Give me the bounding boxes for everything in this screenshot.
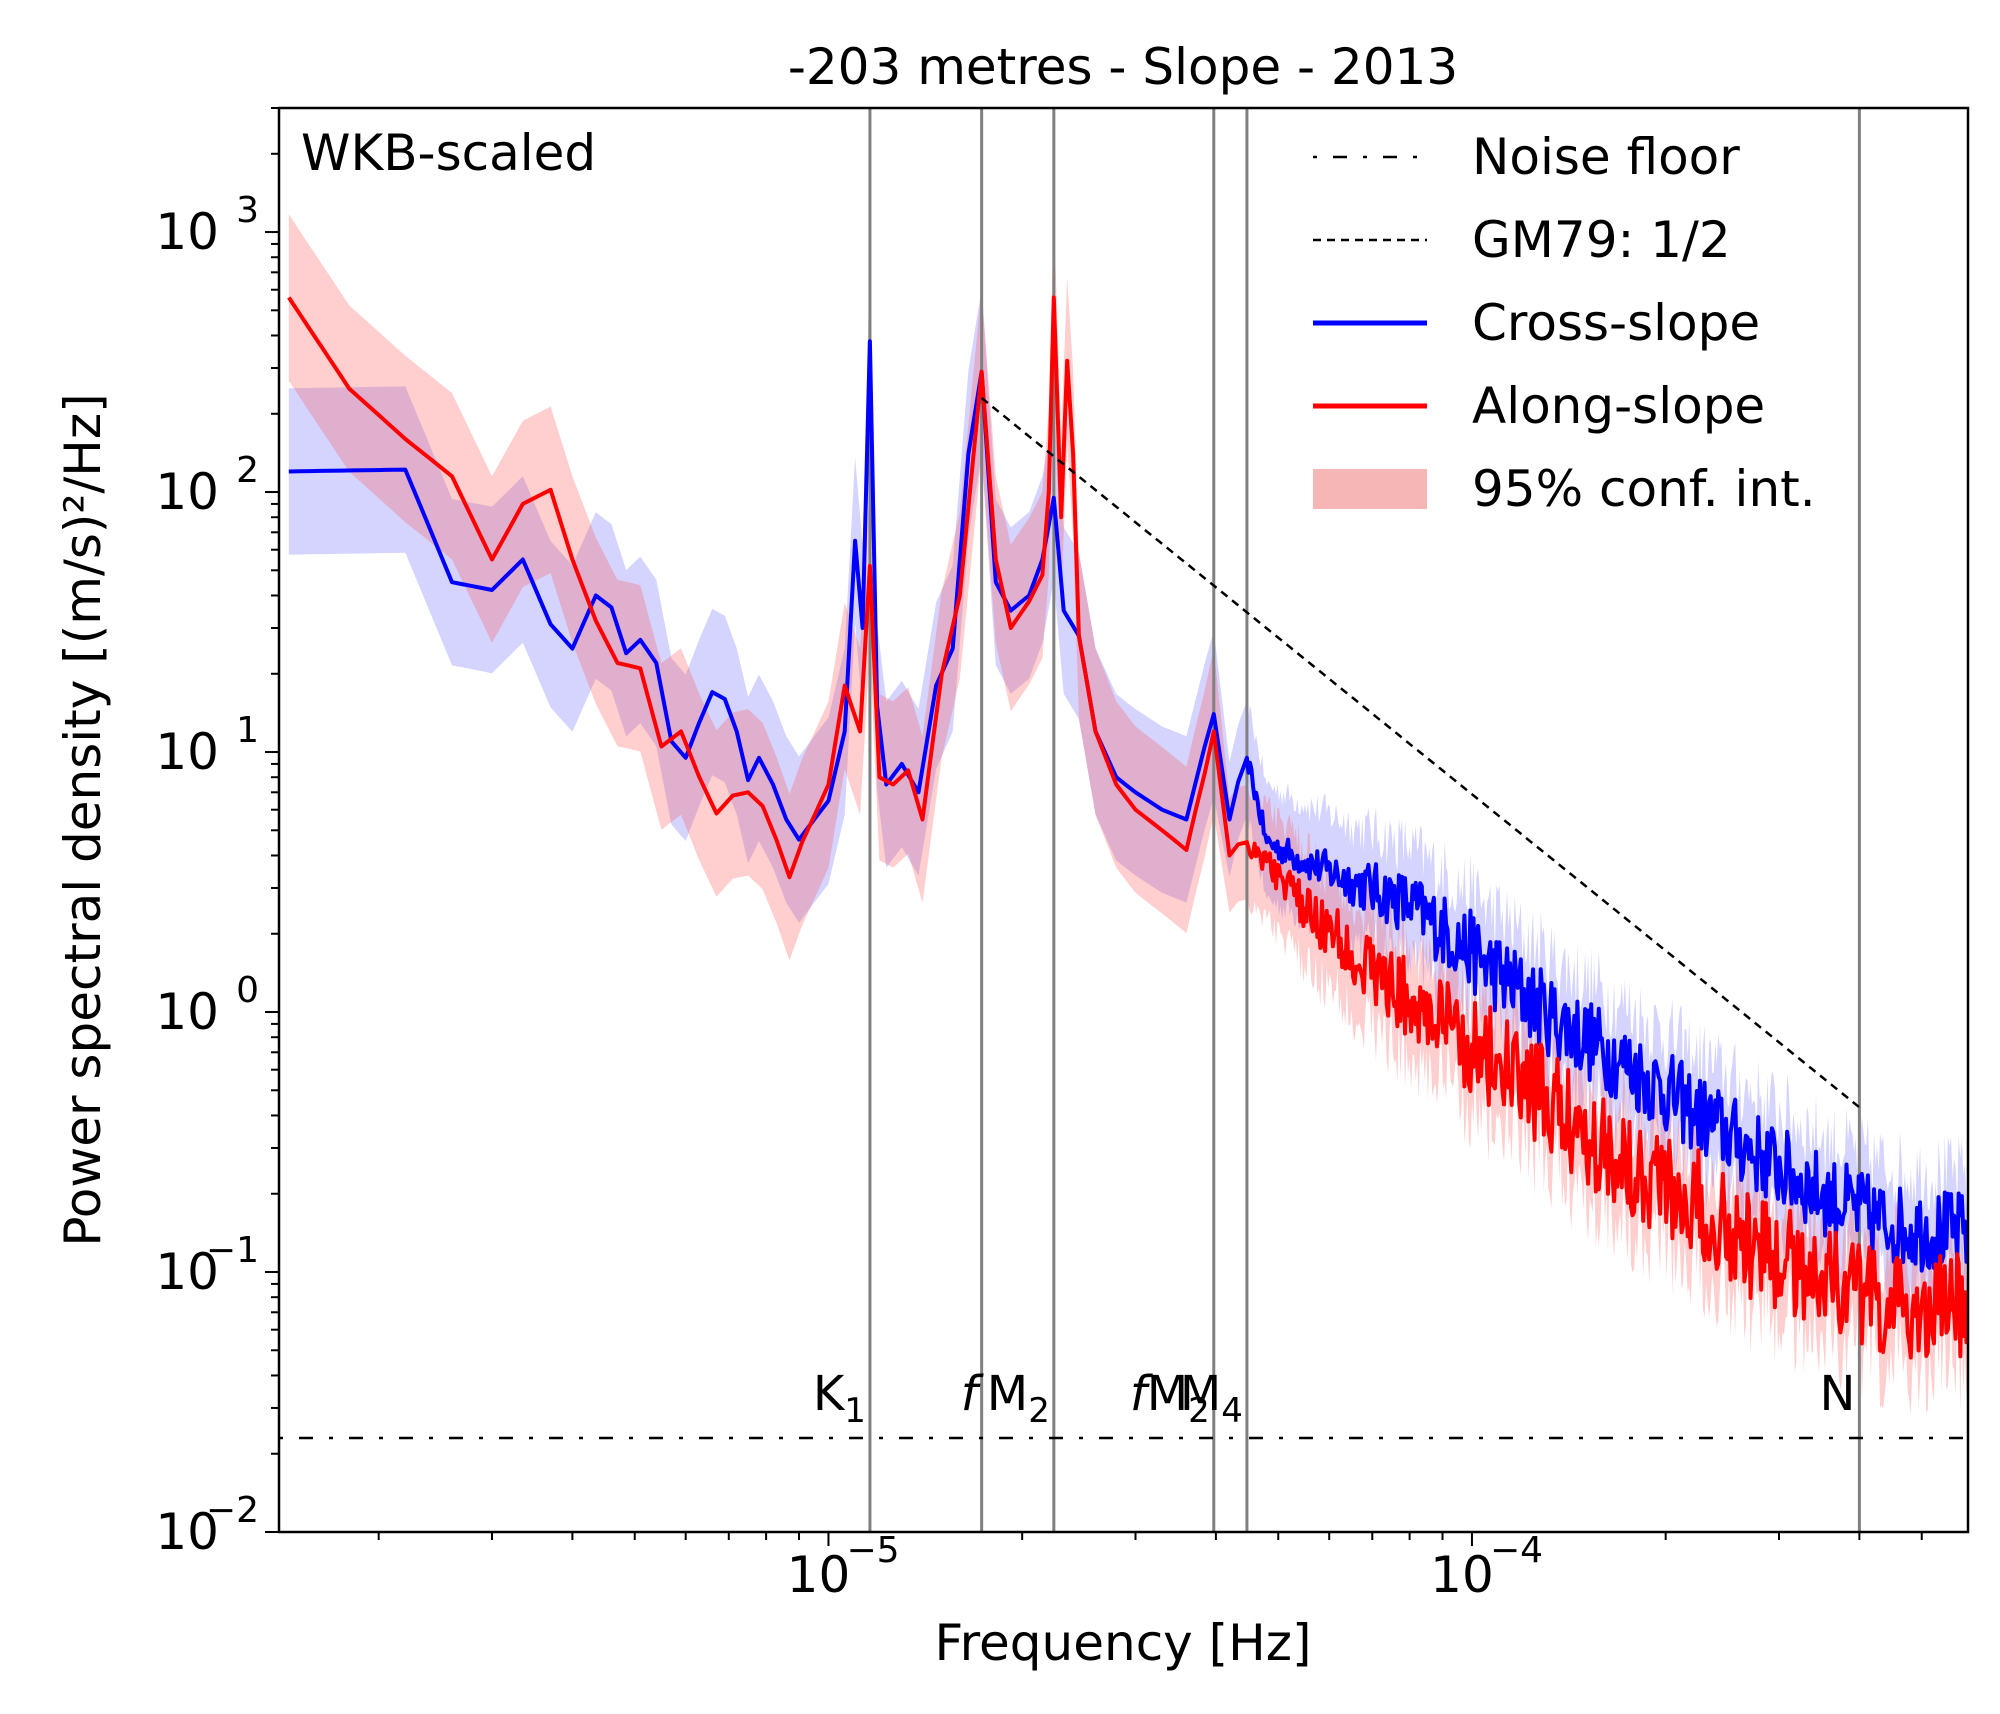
legend-label-0: Noise floor <box>1472 128 1740 186</box>
y-tick-label: 10 <box>155 463 219 521</box>
y-tick-exponent: −2 <box>206 1490 259 1531</box>
annotation-text: WKB-scaled <box>301 124 596 182</box>
vline-label-m4: M4 <box>1180 1366 1243 1431</box>
y-tick-exponent: −1 <box>206 1230 259 1271</box>
y-tick-label: 10 <box>155 983 219 1041</box>
legend-swatch-conf-int <box>1313 469 1427 509</box>
y-tick-label: 10 <box>155 1243 219 1301</box>
y-tick-exponent: 3 <box>236 190 259 231</box>
y-tick-exponent: 0 <box>236 970 259 1011</box>
y-tick-exponent: 2 <box>236 450 259 491</box>
x-tick-exponent: −4 <box>1490 1530 1543 1571</box>
plot-frame <box>277 106 1970 1534</box>
legend-label-1: GM79: 1/2 <box>1472 211 1731 269</box>
series-line-along-slope <box>287 295 1968 1360</box>
x-tick-exponent: −5 <box>846 1530 899 1571</box>
x-tick-label: 10 <box>1430 1546 1494 1604</box>
x-axis-label: Frequency [Hz] <box>934 1614 1311 1672</box>
legend: Noise floor GM79: 1/2 Cross-slope Along-slo… <box>1313 128 1816 518</box>
legend-label-4: 95% conf. int. <box>1472 460 1816 518</box>
y-tick-exponent: 1 <box>236 710 259 751</box>
x-tick-label: 10 <box>787 1546 851 1604</box>
plot-area <box>279 108 1968 1532</box>
vline-label-n: N <box>1819 1366 1855 1422</box>
y-tick-label: 10 <box>155 1503 219 1561</box>
gm79-line <box>980 397 1861 1109</box>
vline-label-fm2: fM2 <box>1130 1366 1210 1431</box>
series-lines <box>287 295 1968 1360</box>
y-tick-label: 10 <box>155 203 219 261</box>
legend-label-3: Along-slope <box>1472 377 1765 435</box>
series-line-cross-slope <box>288 339 1968 1273</box>
y-axis-label: Power spectral density [(m/s)²/Hz] <box>54 393 112 1246</box>
vline-label-m2: M2 <box>987 1366 1050 1431</box>
legend-label-2: Cross-slope <box>1472 294 1760 352</box>
confidence-band-cross-slope <box>288 258 1968 1328</box>
y-tick-label: 10 <box>155 723 219 781</box>
vline-label-k1: K1 <box>813 1366 866 1431</box>
chart-title: -203 metres - Slope - 2013 <box>788 38 1458 96</box>
